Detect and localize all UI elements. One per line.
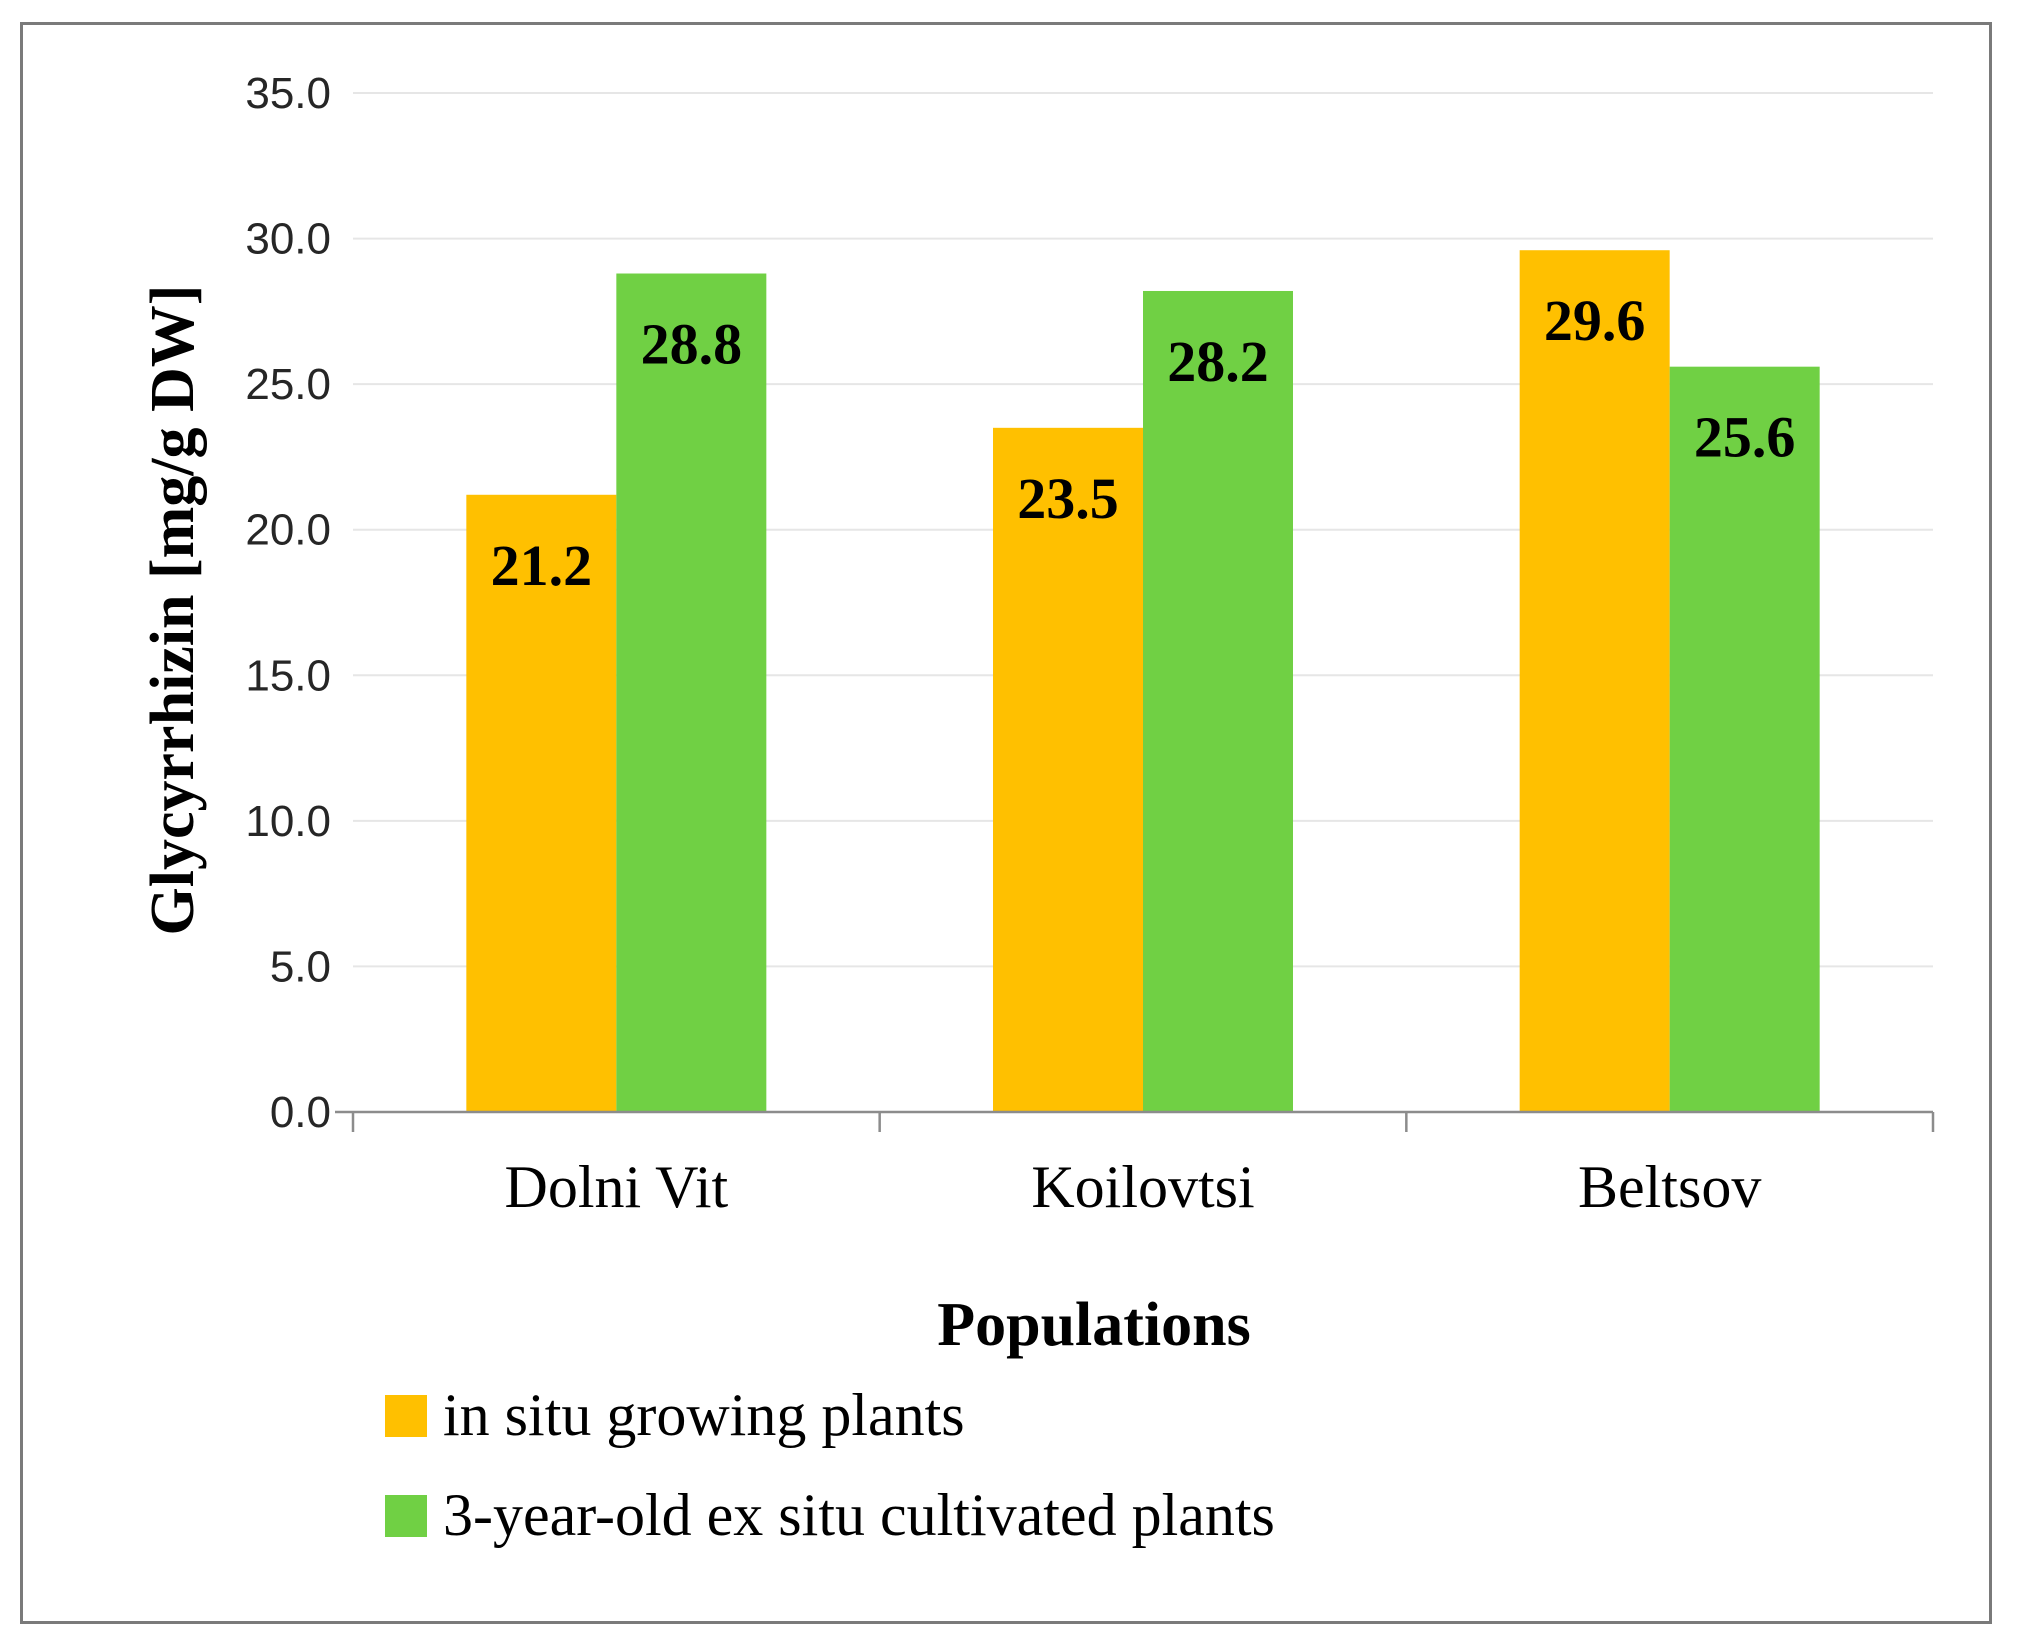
y-tick-label: 5.0 (270, 942, 331, 991)
y-tick-label: 20.0 (245, 506, 331, 555)
bar-in-situ (993, 427, 1143, 1112)
legend-label: in situ growing plants (443, 1382, 965, 1448)
bar-chart: 0.0 5.0 10.0 15.0 20.0 25.0 30.0 35.0 Dolni Vit K… (139, 69, 1935, 1548)
y-tick-label: 35.0 (245, 69, 331, 118)
bar-in-situ (466, 494, 617, 1113)
y-tick-label: 10.0 (245, 797, 331, 846)
data-label: 29.6 (1544, 288, 1646, 353)
legend-swatch (385, 1495, 427, 1537)
axes: 0.0 5.0 10.0 15.0 20.0 25.0 30.0 35.0 Dolni Vit K… (245, 69, 1935, 1220)
chart-frame: 0.0 5.0 10.0 15.0 20.0 25.0 30.0 35.0 Dolni Vit K… (20, 22, 1992, 1624)
bar-ex-situ (1143, 290, 1293, 1112)
y-tick-label: 15.0 (245, 651, 331, 700)
bars (466, 250, 1820, 1113)
x-axis-title: Populations (937, 1291, 1251, 1359)
data-label: 28.2 (1167, 329, 1269, 394)
y-tick-label: 25.0 (245, 360, 331, 409)
bar-ex-situ (1669, 366, 1820, 1112)
x-tick-label: Dolni Vit (505, 1154, 729, 1220)
y-tick-label: 30.0 (245, 215, 331, 264)
data-label: 23.5 (1017, 466, 1119, 531)
data-label: 25.6 (1694, 405, 1796, 470)
x-tick-label: Koilovtsi (1031, 1154, 1254, 1220)
bar-in-situ (1519, 250, 1670, 1112)
data-labels: 21.2 23.5 29.6 28.8 28.2 25.6 (491, 288, 1796, 598)
bar-ex-situ (616, 273, 767, 1113)
legend-label: 3-year-old ex situ cultivated plants (443, 1482, 1275, 1548)
x-tick-label: Beltsov (1578, 1154, 1761, 1220)
y-tick-label: 0.0 (270, 1088, 331, 1137)
data-label: 21.2 (491, 533, 593, 598)
legend-swatch (385, 1395, 427, 1437)
y-axis-title: Glycyrrhizin [mg/g DW] (139, 285, 207, 936)
legend: in situ growing plants 3-year-old ex situ… (385, 1382, 1275, 1548)
data-label: 28.8 (641, 312, 743, 377)
